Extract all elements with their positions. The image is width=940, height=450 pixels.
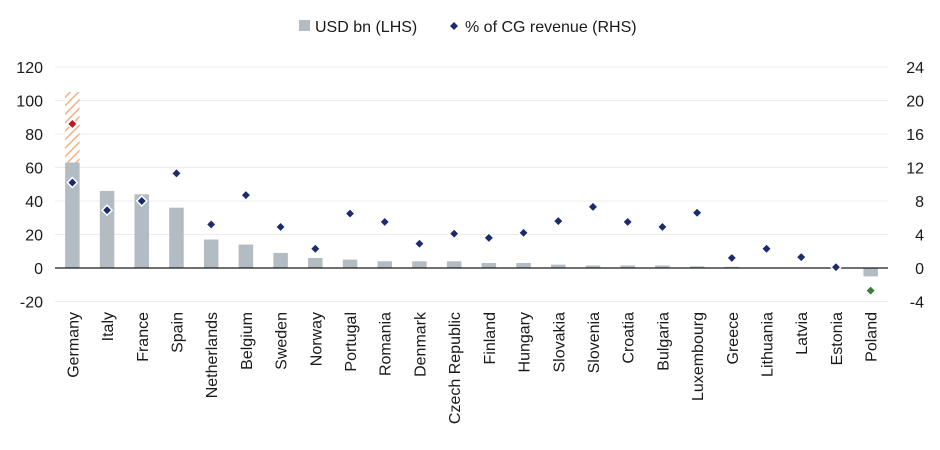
- marker-netherlands: [205, 218, 218, 231]
- left-tick-label: 20: [25, 228, 43, 245]
- bar-portugal: [342, 259, 358, 268]
- x-tick-label: Luxembourg: [690, 312, 707, 401]
- left-tick-label: 100: [16, 94, 43, 111]
- bar-sweden: [273, 252, 288, 268]
- marker-germany-highlight: [66, 117, 79, 131]
- legend: USD bn (LHS) % of CG revenue (RHS): [299, 19, 637, 36]
- marker-bulgaria: [656, 220, 669, 234]
- bar-spain: [169, 207, 184, 268]
- bar-hungary: [516, 262, 531, 268]
- x-tick-label: Denmark: [412, 311, 429, 377]
- marker-czech-republic: [448, 227, 461, 240]
- bar-slovenia: [585, 265, 601, 268]
- x-tick-label: Finland: [482, 312, 499, 364]
- marker-finland: [482, 231, 495, 244]
- x-tick-label: Poland: [864, 312, 881, 362]
- marker-italy: [101, 204, 114, 217]
- marker-latvia: [795, 251, 808, 264]
- right-axis: -4 0 4 8 12 16 20 24: [906, 60, 924, 312]
- x-tick-label: Bulgaria: [655, 312, 672, 371]
- bar-luxembourg: [689, 266, 705, 268]
- marker-portugal: [343, 207, 357, 220]
- markers: [66, 117, 877, 297]
- x-tick-label: Spain: [169, 312, 186, 353]
- marker-germany: [66, 176, 79, 189]
- bar-germany: [65, 162, 80, 268]
- bar-czech-republic: [446, 261, 462, 268]
- marker-greece: [725, 251, 738, 265]
- x-tick-label: Portugal: [343, 312, 360, 372]
- x-tick-label: Hungary: [517, 312, 534, 372]
- marker-slovenia: [586, 200, 600, 213]
- x-tick-label: Netherlands: [204, 312, 221, 398]
- bar-belgium: [238, 244, 254, 268]
- bar-france: [134, 194, 150, 268]
- legend-bar-swatch: [299, 20, 310, 31]
- x-tick-label: Slovenia: [586, 312, 603, 373]
- x-tick-label: Sweden: [274, 312, 291, 370]
- x-tick-label: Norway: [308, 312, 325, 366]
- right-tick-label: 20: [906, 94, 924, 111]
- x-tick-label: Greece: [725, 312, 742, 365]
- legend-diamond-swatch: [450, 22, 458, 30]
- bar-italy: [99, 190, 115, 268]
- x-tick-label: Slovakia: [551, 312, 568, 373]
- bar-norway: [308, 257, 323, 268]
- left-tick-label: -20: [20, 295, 43, 312]
- bar-denmark: [412, 261, 427, 268]
- x-tick-label: Latvia: [794, 312, 811, 355]
- bar-finland: [481, 262, 497, 268]
- marker-luxembourg: [691, 206, 704, 219]
- bar-slovakia: [551, 264, 566, 268]
- marker-denmark: [413, 237, 426, 250]
- bar-croatia: [620, 265, 635, 268]
- marker-spain: [170, 167, 183, 180]
- left-tick-label: 0: [34, 261, 43, 278]
- x-tick-label: Belgium: [239, 312, 256, 370]
- right-tick-label: 12: [906, 161, 924, 178]
- marker-croatia: [621, 215, 634, 228]
- right-tick-label: 24: [906, 60, 924, 77]
- legend-label-pct: % of CG revenue (RHS): [465, 19, 637, 36]
- left-tick-label: 60: [25, 161, 43, 178]
- right-tick-label: 4: [915, 228, 924, 245]
- bar-bulgaria: [655, 265, 670, 268]
- x-tick-label: Lithuania: [760, 312, 777, 377]
- x-tick-label: Germany: [65, 312, 82, 378]
- right-tick-label: 16: [906, 127, 924, 144]
- marker-sweden: [274, 220, 287, 234]
- marker-hungary: [517, 226, 530, 239]
- bar-netherlands: [203, 239, 219, 268]
- x-tick-label: Croatia: [621, 312, 638, 364]
- marker-lithuania: [760, 242, 773, 255]
- x-tick-label: Czech Republic: [447, 312, 464, 424]
- left-axis: -20 0 20 40 60 80 100 120: [16, 60, 43, 312]
- marker-slovakia: [552, 215, 565, 228]
- x-tick-label: Estonia: [829, 312, 846, 365]
- bars: [65, 92, 878, 277]
- x-axis-labels: Germany Italy France Spain Netherlands Belgiu…: [65, 311, 880, 424]
- legend-label-usd: USD bn (LHS): [315, 19, 417, 36]
- marker-norway: [309, 242, 322, 255]
- marker-romania: [378, 215, 391, 228]
- bar-romania: [377, 261, 392, 268]
- gridlines: [55, 66, 888, 302]
- right-tick-label: 8: [915, 194, 924, 211]
- marker-france: [135, 194, 148, 208]
- x-tick-label: Romania: [378, 312, 395, 376]
- right-tick-label: -4: [910, 295, 924, 312]
- bar-poland: [863, 268, 878, 277]
- marker-estonia: [829, 261, 842, 274]
- x-tick-label: Italy: [100, 312, 117, 341]
- marker-poland: [864, 284, 877, 297]
- left-tick-label: 40: [25, 194, 43, 211]
- right-tick-label: 0: [915, 261, 924, 278]
- marker-belgium: [239, 189, 252, 202]
- left-tick-label: 80: [25, 127, 43, 144]
- left-tick-label: 120: [16, 60, 43, 77]
- x-tick-label: France: [135, 312, 152, 362]
